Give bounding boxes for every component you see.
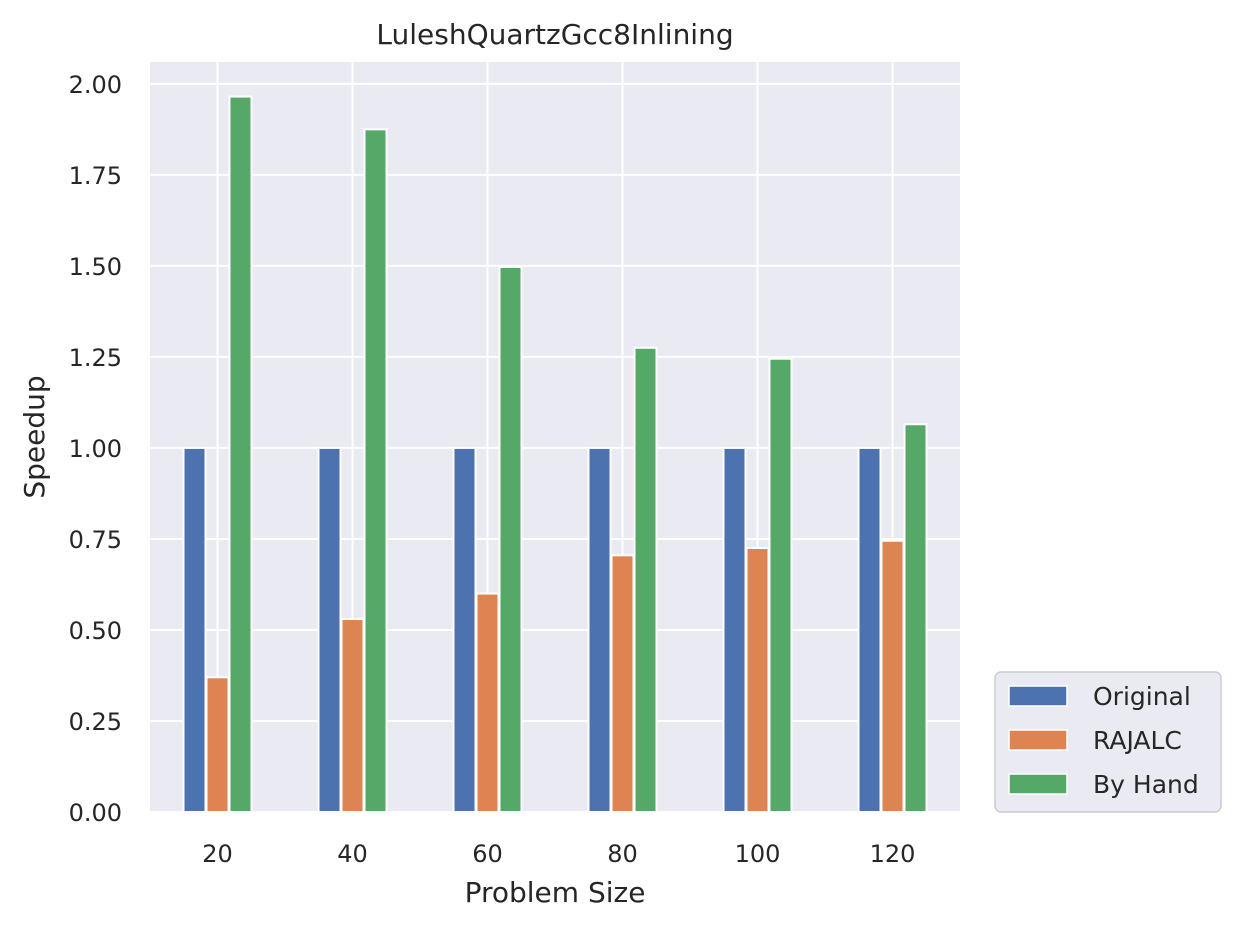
x-tick-label: 120 xyxy=(870,840,916,868)
x-tick-label: 100 xyxy=(735,840,781,868)
y-axis-ticks: 0.00 0.25 0.50 0.75 1.00 1.25 1.50 1.75 2.00 xyxy=(69,71,122,827)
bar-rajalc-100 xyxy=(745,547,770,813)
bar-rajalc-80 xyxy=(610,554,635,813)
y-tick-label: 2.00 xyxy=(69,71,122,99)
legend-label: By Hand xyxy=(1093,770,1199,799)
y-tick-label: 1.75 xyxy=(69,162,122,190)
y-tick-label: 1.00 xyxy=(69,435,122,463)
x-tick-label: 80 xyxy=(607,840,638,868)
y-tick-label: 0.00 xyxy=(69,799,122,827)
bar-rajalc-60 xyxy=(475,592,500,814)
x-tick-label: 20 xyxy=(202,840,233,868)
bar-rajalc-40 xyxy=(340,618,365,813)
plot-area xyxy=(150,62,960,812)
x-tick-label: 60 xyxy=(472,840,503,868)
bar-original-120 xyxy=(857,446,882,813)
bar-original-40 xyxy=(317,446,342,813)
chart-title: LuleshQuartzGcc8Inlining xyxy=(376,18,733,51)
y-tick-label: 0.50 xyxy=(69,617,122,645)
y-tick-label: 0.75 xyxy=(69,526,122,554)
bar-by-hand-40 xyxy=(363,128,388,813)
bar-by-hand-120 xyxy=(903,423,928,813)
bar-original-20 xyxy=(182,446,207,813)
bar-by-hand-60 xyxy=(498,265,523,814)
legend-swatch-rajalc xyxy=(1008,729,1068,751)
bar-rajalc-20 xyxy=(205,676,230,813)
bar-by-hand-100 xyxy=(768,357,793,813)
x-tick-label: 40 xyxy=(337,840,368,868)
x-axis-ticks: 20 40 60 80 100 120 xyxy=(202,840,915,868)
bar-original-80 xyxy=(587,446,612,813)
bar-by-hand-20 xyxy=(228,95,253,813)
legend-swatch-original xyxy=(1008,685,1068,707)
y-tick-label: 1.25 xyxy=(69,344,122,372)
legend-label: Original xyxy=(1093,682,1191,711)
y-tick-label: 1.50 xyxy=(69,253,122,281)
y-tick-label: 0.25 xyxy=(69,708,122,736)
legend: Original RAJALC By Hand xyxy=(994,671,1222,813)
bar-by-hand-80 xyxy=(633,346,658,813)
y-axis-label: Speedup xyxy=(18,375,51,498)
bar-original-60 xyxy=(452,446,477,813)
x-axis-label: Problem Size xyxy=(465,876,646,909)
bar-original-100 xyxy=(722,446,747,813)
bar-rajalc-120 xyxy=(880,539,905,813)
legend-swatch-by-hand xyxy=(1008,773,1068,795)
legend-label: RAJALC xyxy=(1093,726,1182,755)
bars xyxy=(182,95,928,814)
